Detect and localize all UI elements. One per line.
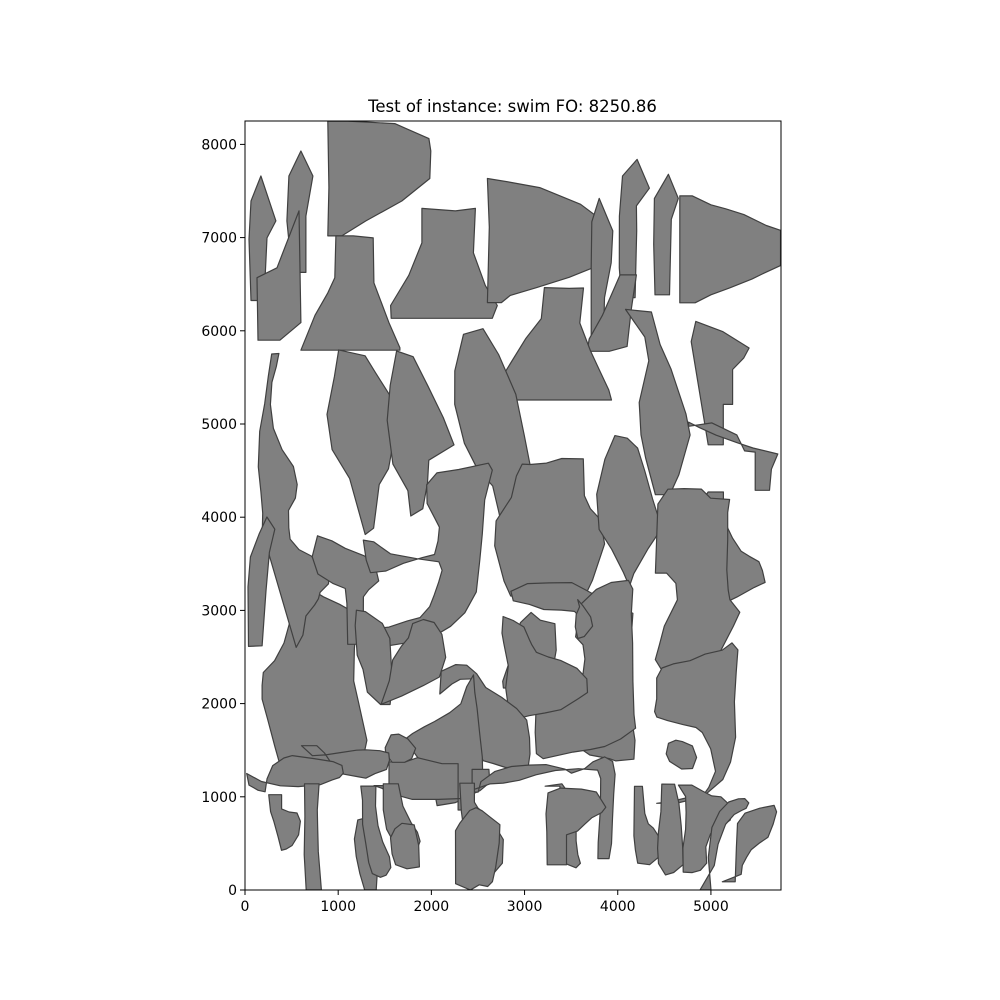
piece-34 [380, 618, 447, 705]
axes-frame [244, 120, 782, 891]
y-tick-label: 4000 [201, 510, 237, 526]
piece-16 [326, 349, 398, 536]
x-tick-label: 1000 [320, 899, 356, 915]
piece-13 [496, 287, 613, 401]
piece-15 [690, 320, 750, 446]
piece-9 [618, 158, 651, 299]
piece-40 [465, 756, 616, 860]
piece-19 [687, 421, 779, 491]
y-tick-label: 8000 [201, 137, 237, 153]
piece-46 [389, 822, 420, 870]
x-tick-label: 3000 [507, 899, 543, 915]
piece-58 [699, 797, 750, 890]
y-tick-label: 5000 [201, 417, 237, 433]
piece-3 [327, 121, 432, 237]
piece-21 [596, 435, 663, 588]
piece-38 [384, 733, 417, 763]
piece-56 [656, 783, 684, 876]
piece-57 [677, 784, 732, 874]
piece-26 [247, 516, 276, 648]
piece-6 [390, 207, 498, 319]
y-tick-label: 3000 [201, 603, 237, 619]
piece-54 [545, 787, 607, 866]
pieces-layer [246, 121, 781, 890]
piece-42 [653, 642, 739, 804]
y-axis: 0 1000 2000 3000 4000 5000 6000 7000 8000 [201, 137, 245, 899]
piece-49 [303, 783, 322, 890]
piece-11 [679, 195, 781, 304]
x-tick-label: 0 [241, 899, 250, 915]
x-tick-label: 2000 [414, 899, 450, 915]
piece-23 [654, 488, 741, 687]
x-tick-label: 4000 [600, 899, 636, 915]
piece-48 [268, 794, 301, 851]
piece-14 [624, 308, 691, 496]
piece-10 [653, 173, 679, 296]
piece-18 [386, 350, 455, 517]
piece-32 [501, 615, 589, 722]
piece-43 [574, 598, 594, 640]
plot-area [244, 120, 782, 891]
chart-title: Test of instance: swim FO: 8250.86 [367, 97, 657, 116]
x-tick-label: 5000 [693, 899, 729, 915]
piece-28 [361, 462, 493, 647]
piece-52 [454, 807, 501, 890]
piece-50 [360, 785, 392, 878]
piece-25 [257, 352, 330, 649]
y-tick-label: 2000 [201, 697, 237, 713]
piece-59 [721, 804, 778, 883]
y-tick-label: 6000 [201, 324, 237, 340]
piece-31 [533, 579, 637, 760]
y-tick-label: 1000 [201, 790, 237, 806]
x-axis: 0 1000 2000 3000 4000 5000 [241, 890, 729, 915]
piece-41 [665, 739, 698, 770]
piece-5 [300, 235, 401, 351]
piece-47 [246, 754, 344, 793]
y-tick-label: 0 [228, 883, 237, 899]
y-tick-label: 7000 [201, 231, 237, 247]
piece-4 [256, 210, 302, 341]
